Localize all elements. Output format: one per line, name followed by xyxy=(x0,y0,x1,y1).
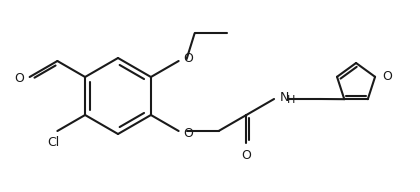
Text: O: O xyxy=(14,73,24,85)
Text: O: O xyxy=(382,70,392,83)
Text: O: O xyxy=(184,127,194,140)
Text: O: O xyxy=(184,52,194,65)
Text: H: H xyxy=(287,95,295,105)
Text: Cl: Cl xyxy=(47,136,60,149)
Text: O: O xyxy=(241,149,251,162)
Text: N: N xyxy=(280,90,289,103)
